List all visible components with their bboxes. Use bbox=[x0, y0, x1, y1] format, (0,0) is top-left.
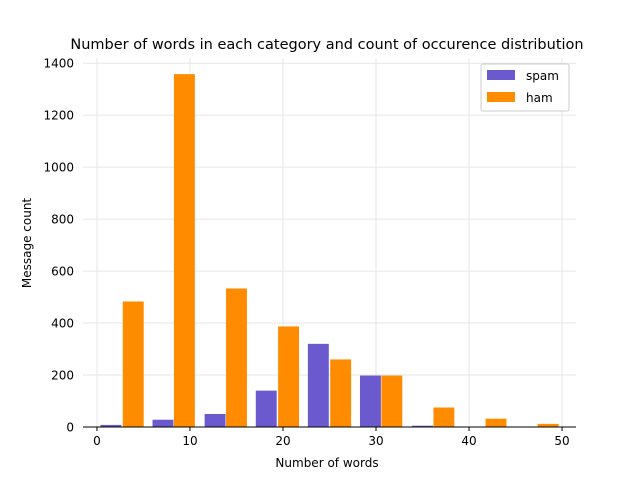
grid-lines bbox=[83, 58, 576, 428]
legend-swatch-ham bbox=[487, 92, 515, 102]
x-tick-label: 30 bbox=[368, 434, 383, 448]
bar-spam-6 bbox=[412, 425, 433, 427]
bar-ham-5 bbox=[381, 375, 403, 427]
bar-ham-8 bbox=[537, 423, 559, 427]
y-tick-label: 200 bbox=[51, 369, 74, 383]
bar-spam-3 bbox=[255, 390, 277, 427]
bar-spam-5 bbox=[359, 375, 381, 427]
bars bbox=[100, 74, 559, 427]
bar-ham-3 bbox=[278, 326, 300, 427]
bar-spam-4 bbox=[307, 343, 329, 427]
bar-ham-2 bbox=[226, 288, 247, 427]
y-tick-label: 1400 bbox=[43, 57, 74, 71]
x-tick-label: 10 bbox=[182, 434, 197, 448]
y-tick-label: 800 bbox=[51, 213, 74, 227]
x-tick-label: 50 bbox=[554, 434, 569, 448]
legend-swatch-spam bbox=[487, 70, 515, 80]
x-tick-label: 20 bbox=[275, 434, 290, 448]
y-tick-label: 1000 bbox=[43, 161, 74, 175]
y-tick-label: 600 bbox=[51, 265, 74, 279]
legend-label-ham: ham bbox=[526, 91, 553, 105]
legend-label-spam: spam bbox=[526, 69, 559, 83]
axes bbox=[83, 426, 576, 431]
bar-spam-0 bbox=[100, 424, 122, 427]
x-tick-label: 0 bbox=[93, 434, 101, 448]
bar-spam-2 bbox=[204, 414, 226, 427]
bar-ham-4 bbox=[330, 359, 352, 427]
bar-ham-1 bbox=[173, 74, 195, 427]
bar-spam-1 bbox=[152, 419, 174, 427]
bar-ham-6 bbox=[433, 407, 455, 427]
tick-labels: 0 10 20 30 40 50 0 200 400 600 800 1000 1200 1400 bbox=[43, 57, 569, 448]
x-tick-label: 40 bbox=[461, 434, 476, 448]
bar-ham-7 bbox=[485, 418, 507, 427]
chart-title: Number of words in each category and cou… bbox=[70, 37, 583, 53]
y-axis-label: Message count bbox=[20, 198, 34, 289]
y-tick-label: 0 bbox=[66, 421, 74, 435]
bar-ham-0 bbox=[122, 301, 144, 427]
legend: spam ham bbox=[480, 63, 570, 112]
y-tick-label: 400 bbox=[51, 317, 74, 331]
x-axis-label: Number of words bbox=[275, 456, 378, 470]
y-tick-label: 1200 bbox=[43, 109, 74, 123]
